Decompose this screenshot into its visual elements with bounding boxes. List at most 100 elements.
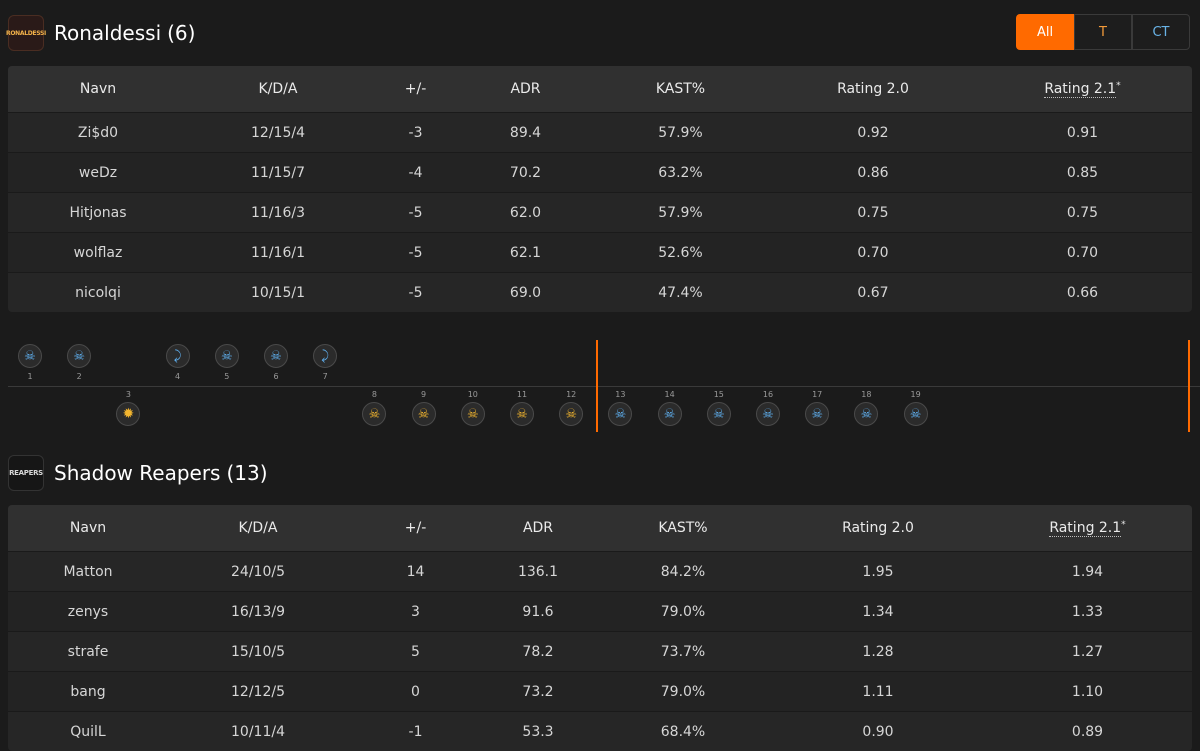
player-name[interactable]: wolflaz (8, 233, 188, 273)
team-a-count: (6) (167, 21, 195, 45)
player-plus-minus: 14 (348, 552, 483, 592)
player-rating-20: 1.11 (773, 672, 983, 712)
player-name[interactable]: bang (8, 672, 168, 712)
table-header-row: Navn K/D/A +/- ADR KAST% Rating 2.0 Rati… (8, 505, 1192, 552)
player-kast: 63.2% (588, 153, 773, 193)
col-rating-21[interactable]: Rating 2.1* (973, 66, 1192, 113)
team-b-stats-table: Navn K/D/A +/- ADR KAST% Rating 2.0 Rati… (8, 505, 1192, 751)
player-name[interactable]: strafe (8, 632, 168, 672)
player-adr: 62.0 (463, 193, 588, 233)
round-number: 4 (166, 372, 190, 381)
round-number: 2 (67, 372, 91, 381)
skull-icon[interactable]: ☠ (854, 402, 878, 426)
col-name: Navn (8, 66, 188, 113)
player-rating-21: 0.75 (973, 193, 1192, 233)
skull-icon[interactable]: ☠ (412, 402, 436, 426)
halftime-marker (596, 340, 598, 432)
skull-icon[interactable]: ☠ (67, 344, 91, 368)
team-b-title: Shadow Reapers(13) (54, 461, 268, 485)
round-number: 8 (362, 390, 386, 399)
player-name[interactable]: zenys (8, 592, 168, 632)
round-timeline: ☠1☠2✹3⤸4☠5☠6⤸7☠8☠9☠10☠11☠12☠13☠14☠15☠16☠… (0, 330, 1200, 440)
player-kda: 11/15/7 (188, 153, 368, 193)
skull-icon[interactable]: ☠ (510, 402, 534, 426)
skull-icon[interactable]: ☠ (461, 402, 485, 426)
player-plus-minus: -5 (368, 193, 463, 233)
player-rating-20: 0.75 (773, 193, 973, 233)
player-rating-21: 1.94 (983, 552, 1192, 592)
player-name[interactable]: Matton (8, 552, 168, 592)
player-plus-minus: -1 (348, 712, 483, 751)
player-plus-minus: 5 (348, 632, 483, 672)
player-kast: 68.4% (593, 712, 773, 751)
skull-icon[interactable]: ☠ (362, 402, 386, 426)
round-number: 15 (707, 390, 731, 399)
player-rating-21: 1.10 (983, 672, 1192, 712)
col-adr: ADR (463, 66, 588, 113)
filter-all-button[interactable]: All (1016, 14, 1074, 50)
player-rating-20: 0.90 (773, 712, 983, 751)
player-adr: 69.0 (463, 273, 588, 313)
round-number: 5 (215, 372, 239, 381)
team-a-logo: RONALDESSI (8, 15, 44, 51)
player-rating-20: 0.92 (773, 113, 973, 153)
round-number: 7 (313, 372, 337, 381)
skull-icon[interactable]: ☠ (658, 402, 682, 426)
col-rating-21[interactable]: Rating 2.1* (983, 505, 1192, 552)
team-b-header: REAPERS Shadow Reapers(13) (8, 455, 268, 491)
team-b-name: Shadow Reapers (54, 461, 220, 485)
side-filter: All T CT (1016, 14, 1190, 50)
defuse-icon[interactable]: ⤸ (166, 344, 190, 368)
player-kda: 12/12/5 (168, 672, 348, 712)
team-a-name: Ronaldessi (54, 21, 161, 45)
skull-icon[interactable]: ☠ (559, 402, 583, 426)
player-plus-minus: -3 (368, 113, 463, 153)
bomb-explosion-icon[interactable]: ✹ (116, 402, 140, 426)
player-name[interactable]: nicolqi (8, 273, 188, 313)
skull-icon[interactable]: ☠ (264, 344, 288, 368)
skull-icon[interactable]: ☠ (805, 402, 829, 426)
player-plus-minus: -5 (368, 233, 463, 273)
round-number: 16 (756, 390, 780, 399)
player-adr: 89.4 (463, 113, 588, 153)
round-number: 9 (412, 390, 436, 399)
col-kast: KAST% (588, 66, 773, 113)
round-number: 3 (116, 390, 140, 399)
player-name[interactable]: weDz (8, 153, 188, 193)
player-kast: 79.0% (593, 592, 773, 632)
skull-icon[interactable]: ☠ (608, 402, 632, 426)
player-kast: 84.2% (593, 552, 773, 592)
filter-t-button[interactable]: T (1074, 14, 1132, 50)
col-kda: K/D/A (188, 66, 368, 113)
col-plus-minus: +/- (348, 505, 483, 552)
player-kda: 10/15/1 (188, 273, 368, 313)
col-name: Navn (8, 505, 168, 552)
player-plus-minus: -5 (368, 273, 463, 313)
team-a-header: RONALDESSI Ronaldessi(6) (8, 15, 195, 51)
player-kast: 52.6% (588, 233, 773, 273)
player-name[interactable]: Zi$d0 (8, 113, 188, 153)
col-kda: K/D/A (168, 505, 348, 552)
player-kast: 57.9% (588, 193, 773, 233)
player-plus-minus: 0 (348, 672, 483, 712)
player-adr: 91.6 (483, 592, 593, 632)
skull-icon[interactable]: ☠ (215, 344, 239, 368)
player-name[interactable]: Hitjonas (8, 193, 188, 233)
skull-icon[interactable]: ☠ (756, 402, 780, 426)
col-rating-21-label: Rating 2.1 (1049, 520, 1121, 537)
filter-ct-button[interactable]: CT (1132, 14, 1190, 50)
player-name[interactable]: QuilL (8, 712, 168, 751)
skull-icon[interactable]: ☠ (904, 402, 928, 426)
player-adr: 62.1 (463, 233, 588, 273)
defuse-icon[interactable]: ⤸ (313, 344, 337, 368)
skull-icon[interactable]: ☠ (707, 402, 731, 426)
skull-icon[interactable]: ☠ (18, 344, 42, 368)
